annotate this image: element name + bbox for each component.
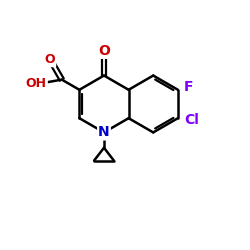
Text: OH: OH [26,77,47,90]
Text: N: N [98,126,110,140]
Text: F: F [184,80,194,94]
Text: O: O [45,53,55,66]
Text: Cl: Cl [184,113,199,127]
Text: O: O [98,44,110,58]
